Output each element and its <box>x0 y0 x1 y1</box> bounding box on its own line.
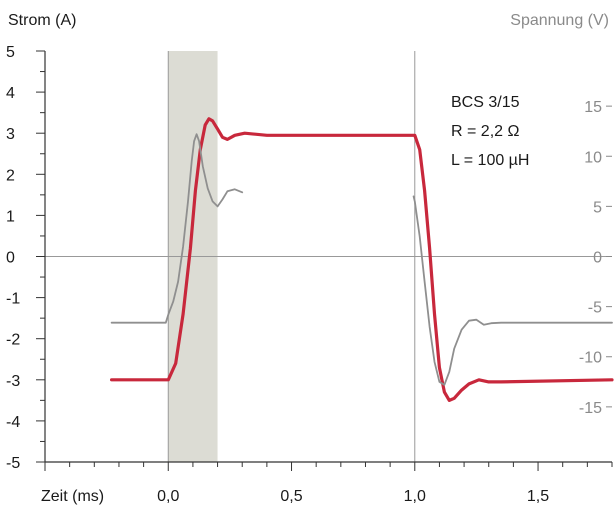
y-axis-right-label: Spannung (V) <box>510 12 609 29</box>
y-left-tick-label: -4 <box>6 414 20 431</box>
y-left-tick-label: 2 <box>6 167 15 184</box>
y-left-tick-label: 4 <box>6 85 15 102</box>
x-tick-label: 0,0 <box>157 488 179 505</box>
series-1-segment-1 <box>412 195 613 386</box>
y-right-tick-label: -10 <box>579 350 602 367</box>
annotation-box: BCS 3/15 R = 2,2 Ω L = 100 µH <box>451 94 529 169</box>
series-0-line <box>109 117 614 402</box>
y-left-tick-label: 0 <box>6 250 15 267</box>
y-left-tick-label: -3 <box>6 373 20 390</box>
x-tick-label: 0,5 <box>280 488 302 505</box>
y-axis-left-label: Strom (A) <box>8 12 76 29</box>
y-left-tick-label: -5 <box>6 455 20 472</box>
annotation-line-3: L = 100 µH <box>451 152 529 169</box>
y-right-tick-label: 10 <box>584 149 602 166</box>
annotation-line-1: BCS 3/15 <box>451 94 520 111</box>
x-axis-label: Zeit (ms) <box>41 488 104 505</box>
y-right-tick-label: -15 <box>579 400 602 417</box>
series-layer <box>109 117 614 402</box>
y-left-tick-label: -2 <box>6 332 20 349</box>
x-tick-label: 1,5 <box>527 488 549 505</box>
x-tick-label: 1,0 <box>404 488 426 505</box>
axes <box>36 50 613 471</box>
y-left-tick-label: 1 <box>6 208 15 225</box>
annotation-line-2: R = 2,2 Ω <box>451 123 519 140</box>
y-left-tick-label: 3 <box>6 126 15 143</box>
y-right-tick-label: 15 <box>584 99 602 116</box>
y-right-tick-label: 5 <box>593 199 602 216</box>
y-right-tick-label: -5 <box>588 300 602 317</box>
y-left-tick-label: -1 <box>6 291 20 308</box>
y-right-tick-label: 0 <box>593 250 602 267</box>
series-1-segment-0 <box>110 133 244 324</box>
y-left-tick-label: 5 <box>6 44 15 61</box>
